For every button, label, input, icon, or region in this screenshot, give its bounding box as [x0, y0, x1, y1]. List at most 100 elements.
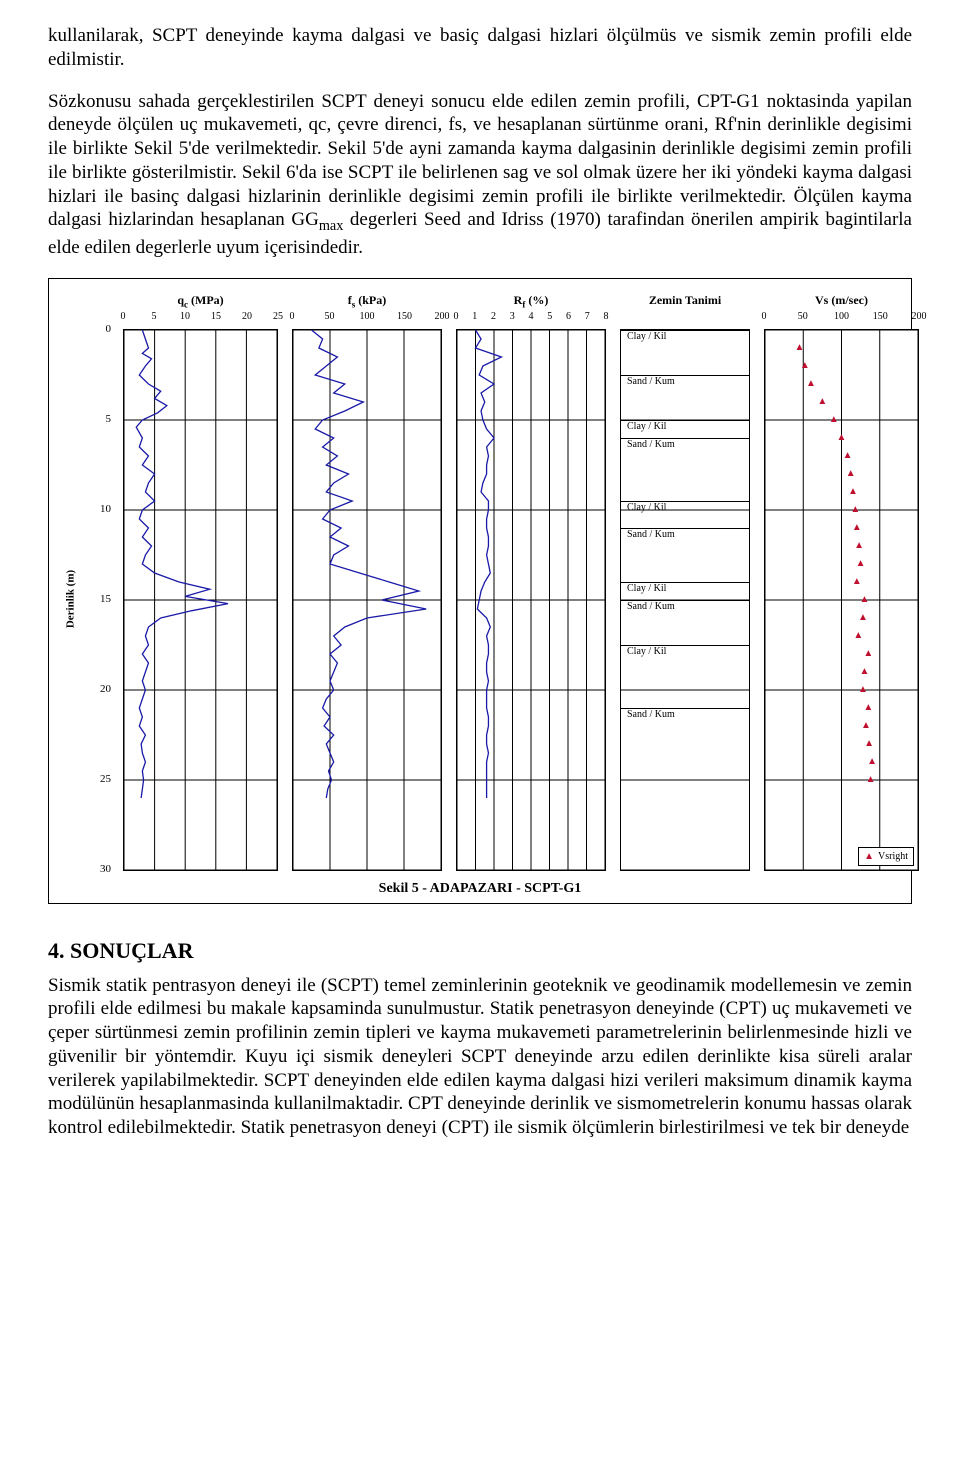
- plot-qc: [123, 329, 278, 871]
- x-tick: 150: [873, 311, 888, 322]
- page-container: kullanilarak, SCPT deneyinde kayma dalga…: [0, 0, 960, 1198]
- x-tick: 2: [491, 311, 496, 322]
- vs-marker-icon: ▲: [829, 415, 839, 425]
- y-tick: 25: [91, 773, 111, 785]
- x-tick: 50: [325, 311, 335, 322]
- paragraph-3: Sismik statik pentrasyon deneyi ile (SCP…: [48, 974, 912, 1140]
- plot-fs: [292, 329, 442, 871]
- vs-marker-icon: ▲: [846, 469, 856, 479]
- x-tick: 0: [121, 311, 126, 322]
- vs-marker-icon: ▲: [794, 343, 804, 353]
- soil-layer: Clay / Kil: [621, 645, 749, 708]
- panel-vs: Vs (m/sec)050100150200▲▲▲▲▲▲▲▲▲▲▲▲▲▲▲▲▲▲…: [764, 293, 919, 871]
- vs-marker-icon: ▲: [853, 631, 863, 641]
- x-ticks-fs: 050100150200: [292, 311, 442, 329]
- panels-mount: qc (MPa)0510152025fs (kPa)050100150200Rf…: [123, 293, 919, 871]
- x-tick: 200: [912, 311, 927, 322]
- y-axis-label: Derinlik (m): [65, 569, 77, 627]
- vs-marker-icon: ▲: [856, 559, 866, 569]
- vs-marker-icon: ▲: [863, 649, 873, 659]
- y-tick: 20: [91, 683, 111, 695]
- panel-rf: Rf (%)0 1 2 3 4 5 6 7 8: [456, 293, 606, 871]
- y-tick: 10: [91, 503, 111, 515]
- x-tick: 20: [242, 311, 252, 322]
- y-tick: 15: [91, 593, 111, 605]
- figure-5-panels: Derinlik (m) 051015202530 qc (MPa)051015…: [59, 293, 901, 871]
- soil-layer: Sand / Kum: [621, 528, 749, 582]
- x-tick: 3: [510, 311, 515, 322]
- y-tick: 30: [91, 863, 111, 875]
- plot-soil: Clay / KilSand / KumClay / KilSand / Kum…: [620, 329, 750, 871]
- x-tick: 100: [834, 311, 849, 322]
- vs-legend: ▲ Vsright: [858, 847, 914, 866]
- soil-layer: Sand / Kum: [621, 438, 749, 501]
- section-heading-4: 4. SONUÇLAR: [48, 938, 912, 964]
- soil-layer: Clay / Kil: [621, 330, 749, 375]
- y-axis-label-column: Derinlik (m): [59, 329, 81, 869]
- vs-marker-icon: ▲: [863, 703, 873, 713]
- vs-marker-icon: ▲: [859, 595, 869, 605]
- x-tick: 100: [360, 311, 375, 322]
- paragraph-1: kullanilarak, SCPT deneyinde kayma dalga…: [48, 24, 912, 72]
- x-tick: 0: [762, 311, 767, 322]
- vs-marker-icon: ▲: [806, 379, 816, 389]
- x-tick: 7: [585, 311, 590, 322]
- vs-marker-icon: ▲: [867, 757, 877, 767]
- vs-marker-icon: ▲: [866, 775, 876, 785]
- figure-5-caption: Sekil 5 - ADAPAZARI - SCPT-G1: [59, 881, 901, 897]
- panel-title-vs: Vs (m/sec): [764, 293, 919, 311]
- vs-marker-icon: ▲: [837, 433, 847, 443]
- soil-layer: Clay / Kil: [621, 582, 749, 600]
- x-tick: 0: [290, 311, 295, 322]
- x-ticks-qc: 0510152025: [123, 311, 278, 329]
- y-ticks: 051015202530: [91, 329, 113, 869]
- panel-title-qc: qc (MPa): [123, 293, 278, 311]
- vs-marker-icon: ▲: [850, 505, 860, 515]
- x-tick: 10: [180, 311, 190, 322]
- vs-marker-icon: ▲: [848, 487, 858, 497]
- soil-layer: Sand / Kum: [621, 375, 749, 420]
- x-tick: 150: [397, 311, 412, 322]
- vs-marker-icon: ▲: [817, 397, 827, 407]
- vs-marker-icon: ▲: [858, 613, 868, 623]
- x-tick: 1: [472, 311, 477, 322]
- x-tick: 4: [529, 311, 534, 322]
- panel-fs: fs (kPa)050100150200: [292, 293, 442, 871]
- x-tick: 50: [798, 311, 808, 322]
- vs-marker-icon: ▲: [858, 685, 868, 695]
- paragraph-2: Sözkonusu sahada gerçeklestirilen SCPT d…: [48, 90, 912, 260]
- panel-soil: Zemin TanimiClay / KilSand / KumClay / K…: [620, 293, 750, 871]
- x-tick: 6: [566, 311, 571, 322]
- plot-vs: ▲▲▲▲▲▲▲▲▲▲▲▲▲▲▲▲▲▲▲▲▲▲▲▲▲▲Vsright: [764, 329, 919, 871]
- soil-layer: Sand / Kum: [621, 708, 749, 870]
- soil-layer: Clay / Kil: [621, 501, 749, 528]
- x-ticks-rf: 0 1 2 3 4 5 6 7 8: [456, 311, 606, 329]
- x-ticks-vs: 050100150200: [764, 311, 919, 329]
- x-tick: 8: [604, 311, 609, 322]
- vs-marker-icon: ▲: [852, 523, 862, 533]
- soil-layer: Clay / Kil: [621, 420, 749, 438]
- vs-marker-icon: ▲: [861, 721, 871, 731]
- panel-title-soil: Zemin Tanimi: [620, 293, 750, 311]
- panel-title-rf: Rf (%): [456, 293, 606, 311]
- vs-legend-label: Vsright: [878, 851, 908, 862]
- plot-rf: [456, 329, 606, 871]
- x-tick: 5: [152, 311, 157, 322]
- vs-marker-icon: ▲: [843, 451, 853, 461]
- x-tick: 25: [273, 311, 283, 322]
- x-tick: 200: [435, 311, 450, 322]
- vs-marker-icon: ▲: [864, 739, 874, 749]
- x-tick: 0: [454, 311, 459, 322]
- triangle-icon: ▲: [864, 851, 874, 862]
- y-tick: 0: [91, 323, 111, 335]
- panel-qc: qc (MPa)0510152025: [123, 293, 278, 871]
- x-tick: 15: [211, 311, 221, 322]
- panel-title-fs: fs (kPa): [292, 293, 442, 311]
- figure-5-frame: Derinlik (m) 051015202530 qc (MPa)051015…: [48, 278, 912, 904]
- gmax-subscript: max: [319, 218, 344, 234]
- y-tick: 5: [91, 413, 111, 425]
- vs-marker-icon: ▲: [854, 541, 864, 551]
- x-ticks-soil: [620, 311, 750, 329]
- x-tick: 5: [547, 311, 552, 322]
- vs-marker-icon: ▲: [800, 361, 810, 371]
